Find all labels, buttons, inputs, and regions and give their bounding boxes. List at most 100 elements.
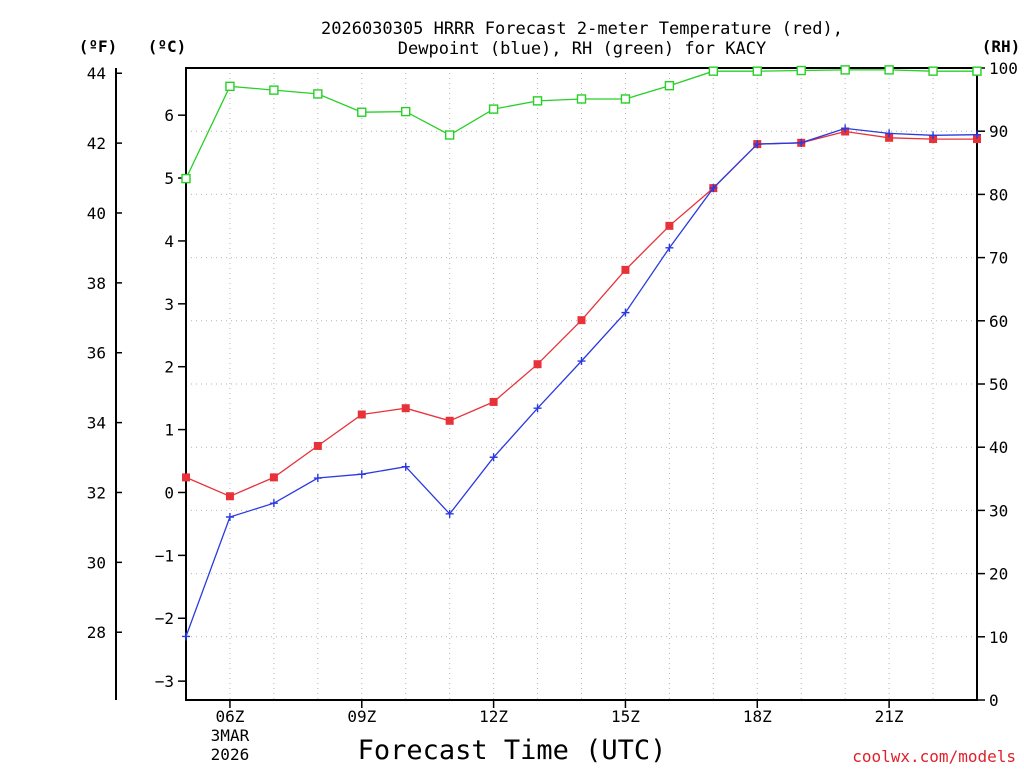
dewpoint-point — [885, 129, 894, 138]
axes: −3−2−10123456283032343638404244010203040… — [87, 59, 1018, 764]
dewpoint-point — [665, 243, 674, 252]
temperature-point — [225, 492, 234, 501]
celsius-tick-label: −3 — [155, 672, 174, 691]
rh-point — [840, 65, 850, 75]
celsius-tick-label: −2 — [155, 609, 174, 628]
dewpoint-point — [489, 453, 498, 462]
temperature-point — [357, 410, 366, 419]
fahrenheit-tick-label: 30 — [87, 553, 106, 572]
dewpoint-point — [973, 130, 981, 139]
fahrenheit-tick-label: 28 — [87, 623, 106, 642]
dewpoint-point — [929, 131, 938, 140]
x-axis-title: Forecast Time (UTC) — [358, 735, 667, 766]
rh-point — [708, 66, 719, 76]
fahrenheit-tick-label: 42 — [87, 134, 106, 153]
temperature-point — [885, 133, 894, 142]
rh-point — [357, 107, 367, 117]
x-tick-label: 21Z — [875, 707, 904, 726]
fahrenheit-tick-label: 34 — [87, 414, 106, 433]
rh-point — [269, 85, 279, 95]
dewpoint-point — [577, 357, 586, 366]
rh-point — [620, 94, 631, 104]
dewpoint-point — [709, 184, 718, 193]
rh-point — [181, 173, 191, 184]
temperature-point — [665, 221, 674, 230]
temperature-point — [401, 404, 410, 413]
dewpoint-point — [445, 509, 454, 518]
rh-tick-label: 90 — [989, 122, 1008, 141]
fahrenheit-tick-label: 32 — [87, 483, 106, 502]
rh-point — [532, 96, 543, 106]
rh-point — [752, 66, 762, 76]
celsius-tick-label: 0 — [164, 483, 174, 502]
series-layer — [181, 65, 982, 641]
rh-tick-label: 100 — [989, 59, 1018, 78]
rh-point — [972, 66, 982, 76]
fahrenheit-tick-label: 38 — [87, 274, 106, 293]
rh-point — [444, 130, 455, 140]
rh-tick-label: 10 — [989, 628, 1008, 647]
rh-point — [928, 66, 938, 76]
temperature-point — [621, 265, 630, 274]
dewpoint-point — [797, 138, 806, 147]
celsius-tick-label: 4 — [164, 232, 174, 251]
rh-point — [488, 104, 499, 114]
rh-tick-label: 60 — [989, 312, 1008, 331]
temperature-point — [445, 416, 454, 425]
rh-tick-label: 40 — [989, 438, 1008, 457]
x-tick-label: 06Z — [215, 707, 244, 726]
rh-point — [401, 106, 411, 117]
rh-point — [225, 81, 235, 92]
temperature-point — [577, 316, 586, 325]
chart-title-line2: Dewpoint (blue), RH (green) for KACY — [398, 39, 766, 59]
fahrenheit-tick-label: 40 — [87, 204, 106, 223]
dewpoint-point — [841, 124, 850, 133]
rh-point — [796, 65, 806, 76]
x-tick-label: 12Z — [479, 707, 508, 726]
rh-tick-label: 0 — [989, 691, 999, 710]
celsius-tick-label: −1 — [155, 546, 174, 565]
rh-point — [576, 94, 587, 104]
rh-tick-label: 80 — [989, 185, 1008, 204]
x-tick-label: 18Z — [743, 707, 772, 726]
temperature-point — [182, 473, 190, 482]
credit-label: coolwx.com/models — [852, 747, 1016, 766]
temperature-point — [489, 397, 498, 406]
chart-title-line1: 2026030305 HRRR Forecast 2-meter Tempera… — [321, 19, 843, 39]
dewpoint-point — [313, 474, 322, 483]
fahrenheit-tick-label: 44 — [87, 64, 106, 83]
x-tick-label: 09Z — [347, 707, 376, 726]
temperature-point — [533, 360, 542, 369]
temperature-point — [313, 441, 322, 450]
rh-unit-label: (RH) — [982, 37, 1021, 56]
rh-tick-label: 20 — [989, 565, 1008, 584]
fahrenheit-tick-label: 36 — [87, 344, 106, 363]
x-tick-label: 15Z — [611, 707, 640, 726]
x-tick-date: 3MAR — [211, 726, 250, 745]
dewpoint-point — [269, 499, 278, 508]
celsius-unit-label: (ºC) — [148, 37, 187, 56]
dewpoint-point — [533, 404, 542, 413]
dewpoint-point — [401, 462, 410, 471]
rh-point — [884, 65, 894, 75]
celsius-tick-label: 5 — [164, 169, 174, 188]
dewpoint-point — [357, 470, 366, 479]
rh-line — [185, 69, 977, 179]
celsius-tick-label: 1 — [164, 421, 174, 440]
rh-tick-label: 70 — [989, 249, 1008, 268]
rh-point — [664, 80, 675, 91]
celsius-tick-label: 6 — [164, 106, 174, 125]
dewpoint-point — [182, 632, 190, 641]
celsius-tick-label: 3 — [164, 295, 174, 314]
rh-point — [313, 89, 323, 99]
x-tick-year: 2026 — [211, 745, 250, 764]
temperature-point — [269, 473, 278, 482]
rh-tick-label: 30 — [989, 501, 1008, 520]
dewpoint-point — [225, 513, 234, 522]
celsius-tick-label: 2 — [164, 358, 174, 377]
dewpoint-line — [185, 127, 978, 637]
rh-tick-label: 50 — [989, 375, 1008, 394]
temperature-point — [973, 135, 981, 144]
